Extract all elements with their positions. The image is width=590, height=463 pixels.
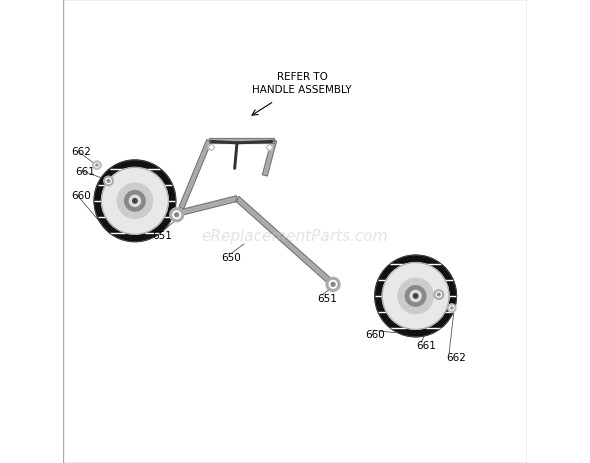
Circle shape — [448, 304, 456, 313]
Circle shape — [267, 145, 272, 151]
Text: 660: 660 — [366, 329, 385, 339]
Circle shape — [375, 256, 457, 337]
Circle shape — [398, 279, 433, 314]
Circle shape — [405, 286, 426, 307]
Circle shape — [410, 291, 421, 302]
Circle shape — [170, 208, 183, 222]
Polygon shape — [209, 139, 274, 144]
Text: REFER TO
HANDLE ASSEMBLY: REFER TO HANDLE ASSEMBLY — [252, 72, 352, 94]
Circle shape — [326, 278, 340, 292]
Polygon shape — [179, 140, 211, 209]
Circle shape — [95, 163, 99, 168]
Text: 661: 661 — [76, 166, 96, 176]
Circle shape — [382, 263, 449, 330]
Circle shape — [106, 179, 111, 184]
Circle shape — [438, 294, 440, 296]
Circle shape — [101, 168, 168, 235]
Text: eReplacementParts.com: eReplacementParts.com — [202, 229, 388, 244]
Text: 650: 650 — [221, 252, 241, 262]
Circle shape — [451, 307, 453, 309]
Circle shape — [104, 177, 113, 186]
Circle shape — [107, 180, 110, 183]
Circle shape — [133, 199, 137, 204]
Text: 651: 651 — [317, 294, 337, 304]
Circle shape — [331, 283, 335, 287]
Polygon shape — [235, 197, 333, 284]
Circle shape — [414, 294, 418, 299]
Text: 661: 661 — [417, 340, 437, 350]
Circle shape — [436, 292, 441, 298]
Circle shape — [93, 162, 101, 170]
Circle shape — [434, 290, 444, 300]
Circle shape — [209, 145, 214, 151]
Circle shape — [94, 161, 176, 242]
Circle shape — [124, 191, 145, 212]
Polygon shape — [263, 141, 277, 176]
Circle shape — [117, 184, 153, 219]
Circle shape — [329, 281, 337, 288]
Text: 651: 651 — [152, 230, 172, 240]
Circle shape — [173, 212, 181, 219]
Polygon shape — [181, 196, 238, 216]
Text: 662: 662 — [71, 147, 91, 157]
Circle shape — [450, 307, 454, 310]
Circle shape — [129, 196, 140, 207]
Circle shape — [175, 213, 179, 217]
Text: 662: 662 — [446, 352, 466, 363]
Text: 660: 660 — [71, 190, 91, 200]
Circle shape — [96, 165, 98, 167]
